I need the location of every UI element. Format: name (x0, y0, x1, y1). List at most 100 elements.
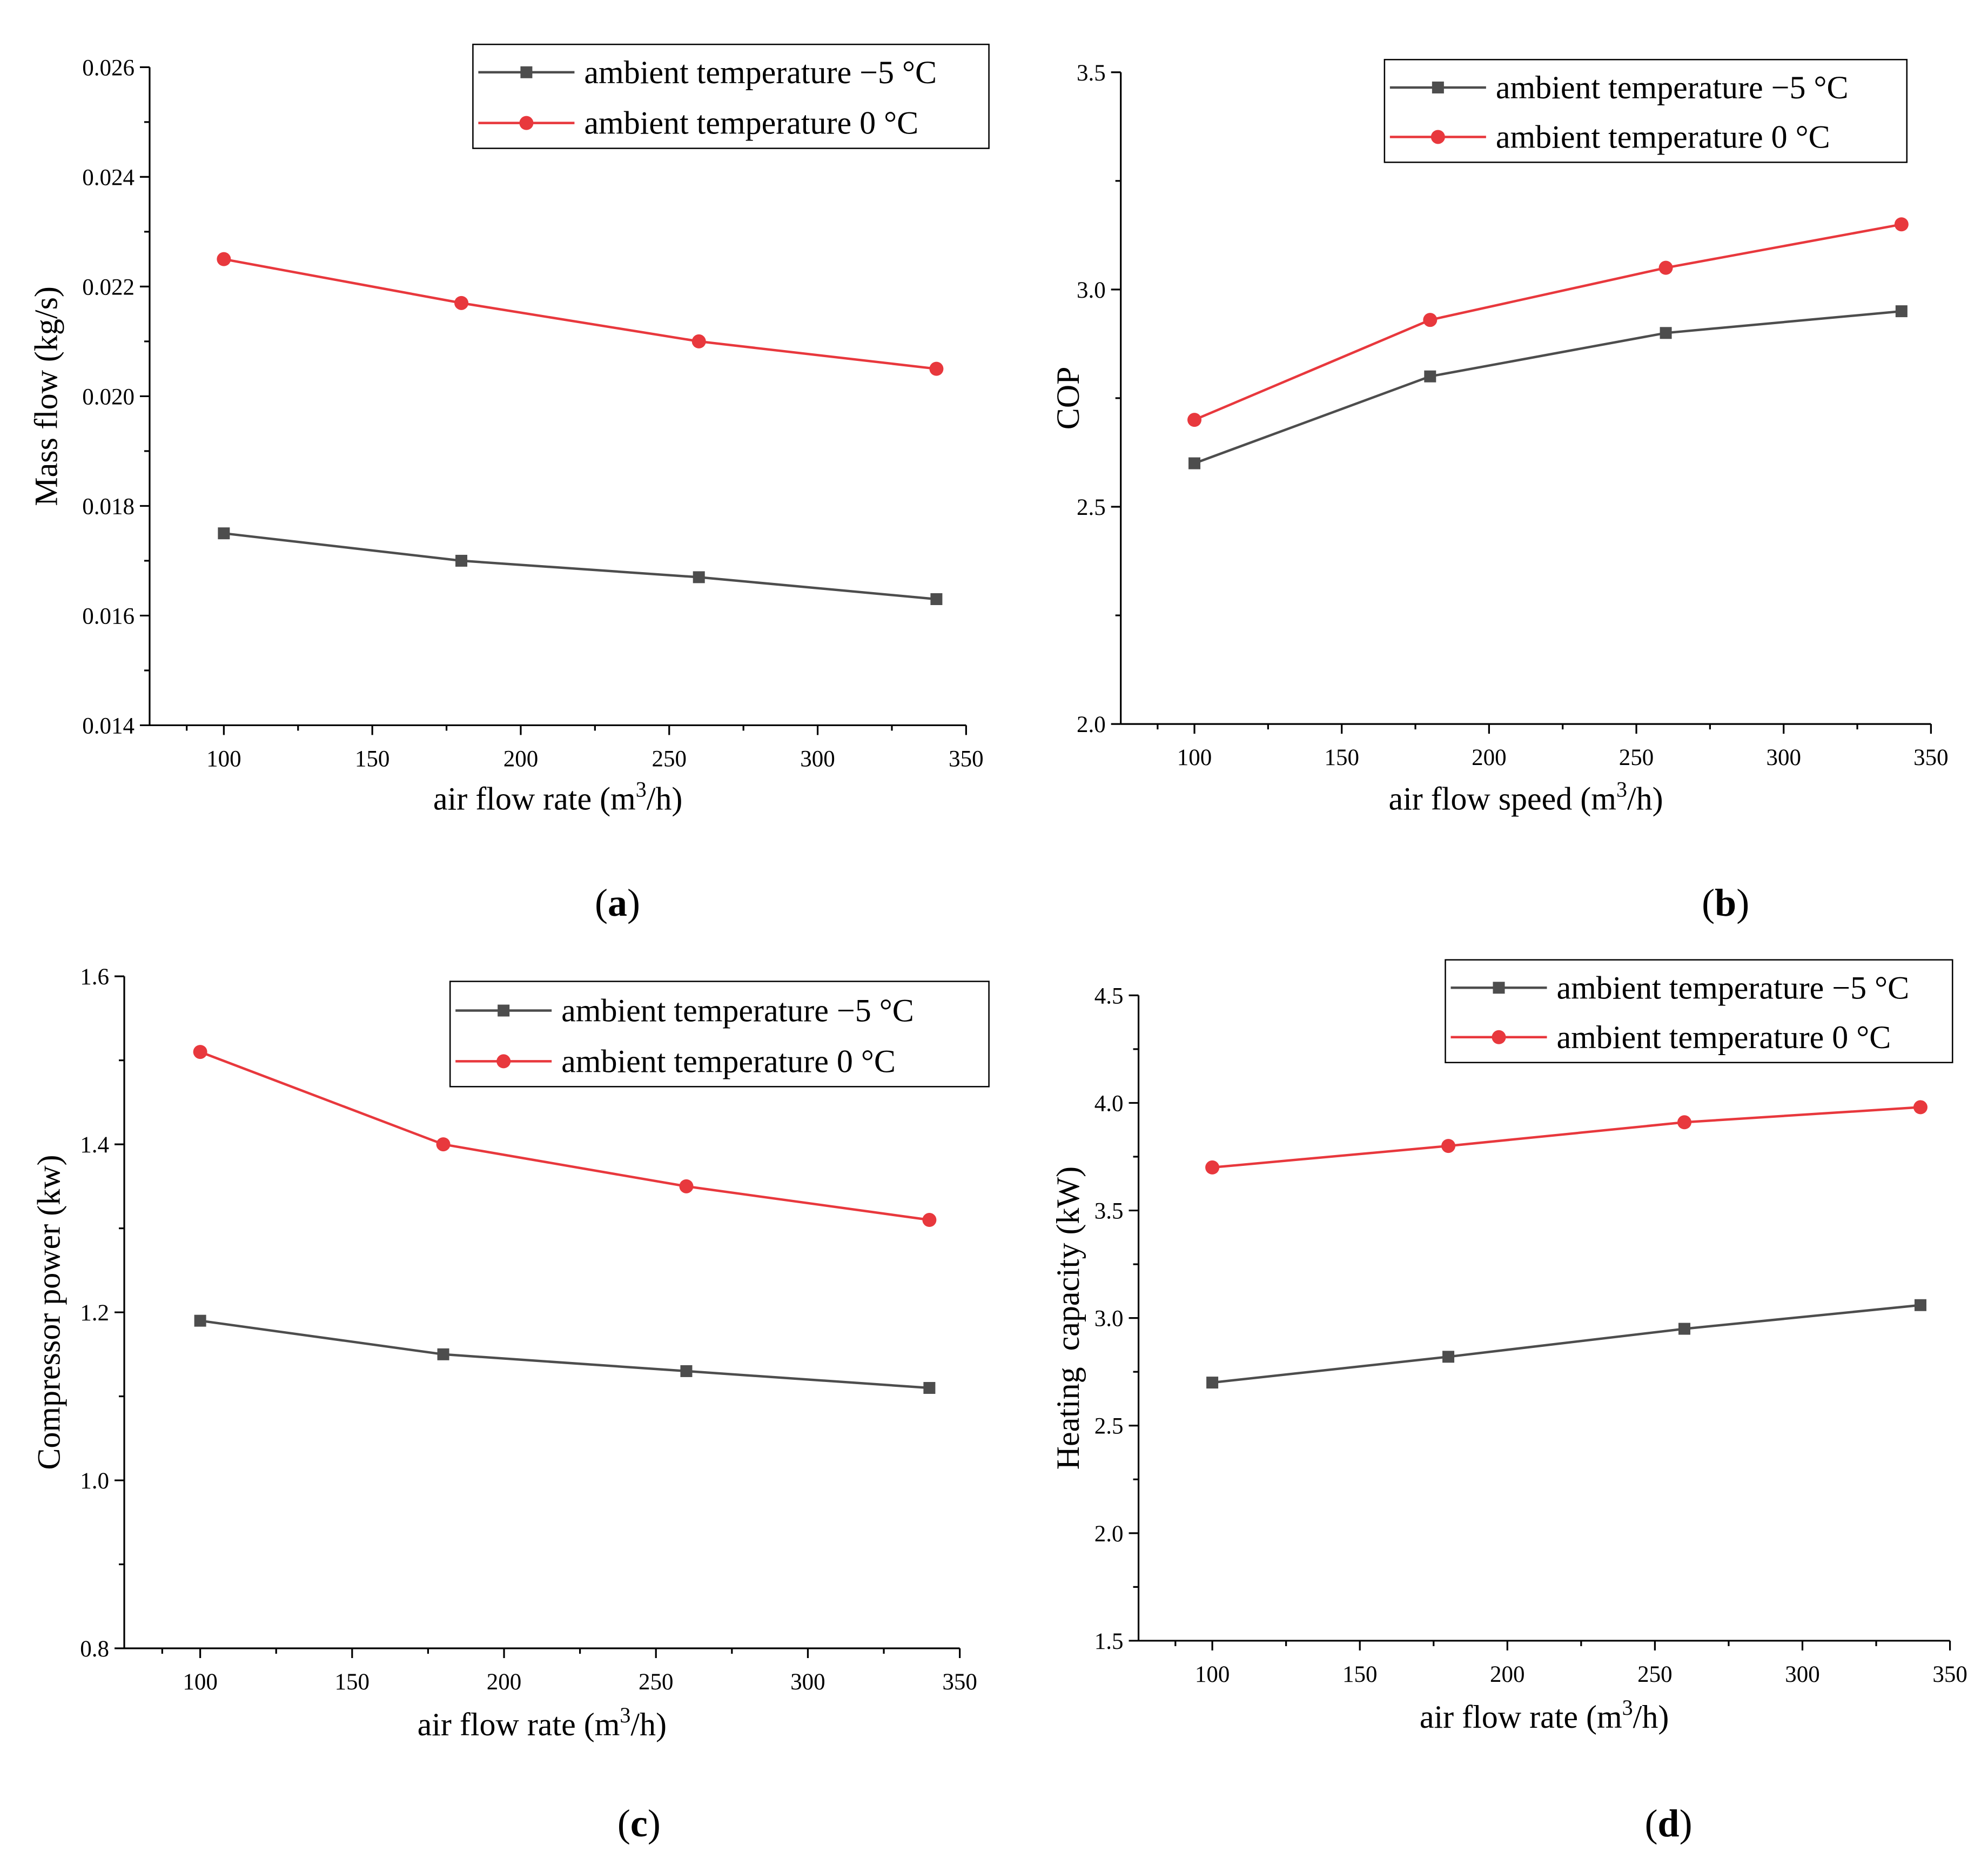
data-point-square (1895, 305, 1908, 318)
legend-marker-circle (1492, 1030, 1506, 1044)
series-line-minus5 (1212, 1304, 1921, 1384)
legend-label: ambient temperature −5 °C (584, 55, 937, 90)
panel-label: (a) (595, 881, 640, 924)
series-line-minus5 (1194, 310, 1902, 465)
x-tick-label: 250 (639, 1669, 674, 1695)
x-tick-label: 200 (1472, 745, 1507, 770)
data-point-square (218, 527, 230, 540)
x-tick-label: 300 (790, 1669, 825, 1695)
y-tick-label: 2.5 (1094, 1414, 1124, 1439)
x-axis-label: air flow speed (m3/h) (1388, 777, 1663, 817)
legend-label: ambient temperature 0 °C (1557, 1019, 1891, 1055)
panel-label: (b) (1702, 881, 1749, 924)
y-axis-label: Compressor power (kw) (31, 1155, 66, 1469)
data-point-square (1442, 1351, 1455, 1363)
legend-box (1383, 59, 1908, 163)
legend-label: ambient temperature −5 °C (1557, 970, 1910, 1005)
x-tick-label: 200 (487, 1669, 522, 1695)
data-point-circle (929, 361, 944, 376)
y-axis-label: COP (1050, 367, 1086, 430)
y-tick-label: 2.5 (1077, 495, 1106, 520)
data-point-square (455, 554, 468, 567)
data-point-circle (922, 1213, 937, 1227)
series-line-minus5 (224, 532, 937, 601)
y-tick-label: 3.0 (1094, 1306, 1124, 1332)
chart-panel-d: 100 150 200 250 300 350 1.5 2.0 2.5 3.0 3.5 4.0 4.5 a… (1050, 959, 1967, 1845)
y-tick-label: 3.5 (1094, 1199, 1124, 1224)
y-tick-label: 1.0 (80, 1468, 109, 1494)
y-tick-label: 0.026 (82, 55, 135, 80)
x-tick-label: 150 (1324, 745, 1359, 770)
data-point-circle (454, 296, 469, 310)
y-tick-label: 4.5 (1094, 983, 1124, 1009)
legend-marker-circle (519, 116, 534, 130)
x-axis-label: air flow rate (m3/h) (433, 777, 682, 817)
legend-marker-square (520, 66, 533, 78)
data-point-circle (1205, 1160, 1220, 1175)
data-point-square (1424, 370, 1436, 383)
legend-marker-square (498, 1004, 510, 1017)
legend-label: ambient temperature 0 °C (584, 105, 918, 141)
data-point-square (194, 1314, 206, 1327)
data-point-circle (217, 252, 231, 266)
x-tick-label: 300 (1785, 1662, 1820, 1687)
series-line-zero (1212, 1106, 1921, 1169)
chart-panel-b: 100 150 200 250 300 350 2.0 2.5 3.0 3.5 ambient te… (1050, 59, 1949, 924)
data-point-square (437, 1348, 449, 1360)
legend-marker-square (1432, 81, 1444, 93)
x-tick-label: 100 (183, 1669, 218, 1695)
series-line-zero (1194, 223, 1902, 421)
data-point-circle (193, 1045, 207, 1059)
legend-marker-circle (1430, 130, 1445, 144)
y-axis-label: Mass flow (kg/s) (29, 286, 64, 506)
y-tick-label: 2.0 (1094, 1521, 1124, 1547)
panel-label: (d) (1645, 1802, 1693, 1845)
data-point-circle (1658, 260, 1673, 275)
x-tick-label: 100 (1195, 1662, 1230, 1687)
data-point-circle (1423, 313, 1438, 327)
data-point-square (923, 1382, 936, 1394)
legend-marker-square (1493, 982, 1505, 994)
data-point-square (1914, 1299, 1926, 1311)
legend-label: ambient temperature −5 °C (1496, 70, 1849, 105)
data-point-circle (679, 1179, 694, 1193)
x-tick-label: 100 (1177, 745, 1212, 770)
series-line-minus5 (200, 1319, 930, 1390)
legend: ambient temperature −5 °C ambient tempera… (472, 43, 990, 149)
x-tick-label: 300 (1766, 745, 1801, 770)
legend-label: ambient temperature 0 °C (1496, 119, 1830, 155)
x-tick-label: 350 (942, 1669, 977, 1695)
data-point-square (1660, 327, 1672, 339)
y-tick-label: 3.5 (1077, 61, 1106, 86)
x-tick-label: 350 (1932, 1662, 1967, 1687)
data-point-circle (436, 1137, 451, 1152)
y-tick-label: 0.024 (82, 165, 135, 190)
y-tick-label: 1.2 (80, 1300, 109, 1326)
y-tick-label: 0.016 (82, 603, 135, 629)
y-tick-label: 0.022 (82, 274, 135, 300)
chart-panel-a: 100 150 200 250 300 350 0.014 0.016 0.018 0.020 0.… (29, 43, 990, 924)
legend: ambient temperature −5 °C ambient tempera… (1445, 959, 1953, 1063)
x-tick-label: 200 (1490, 1662, 1525, 1687)
data-point-square (1206, 1377, 1219, 1389)
y-tick-label: 4.0 (1094, 1091, 1124, 1116)
legend-box (472, 43, 990, 149)
x-axis-label: air flow rate (m3/h) (1420, 1695, 1669, 1735)
y-tick-label: 1.4 (80, 1132, 109, 1158)
data-point-circle (1441, 1139, 1456, 1153)
data-point-circle (1187, 413, 1202, 427)
legend-label: ambient temperature 0 °C (561, 1043, 896, 1079)
x-tick-label: 200 (503, 746, 539, 771)
data-point-square (680, 1365, 693, 1377)
y-tick-label: 0.018 (82, 494, 135, 519)
data-point-square (930, 593, 943, 605)
x-tick-label: 150 (1342, 1662, 1378, 1687)
data-point-circle (1894, 217, 1909, 232)
data-point-circle (691, 334, 706, 348)
x-tick-label: 100 (206, 746, 241, 771)
x-tick-label: 300 (800, 746, 835, 771)
y-axis-label: Heating capacity (kW) (1050, 1166, 1086, 1469)
data-point-circle (1677, 1115, 1692, 1130)
data-point-square (1188, 457, 1201, 469)
